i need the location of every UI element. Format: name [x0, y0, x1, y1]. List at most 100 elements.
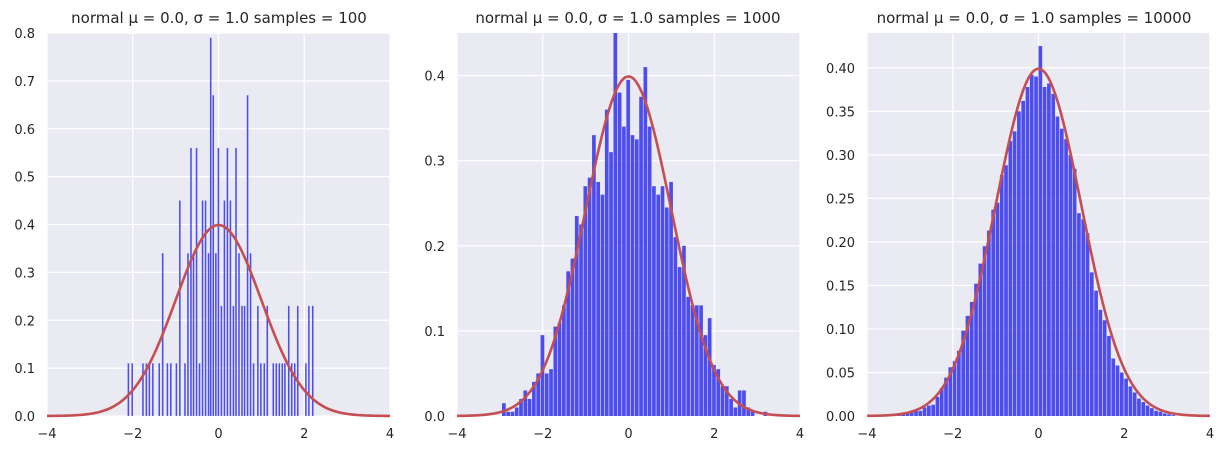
histogram-bar	[305, 363, 307, 416]
histogram-bar	[982, 246, 987, 416]
histogram-bar	[290, 363, 293, 416]
histogram-bar	[201, 200, 204, 416]
histogram-bar	[905, 412, 910, 416]
histogram-bar	[1029, 74, 1034, 417]
y-axis-ticks: 0.0 0.1 0.2 0.3 0.4 0.5 0.6 0.7 0.8	[14, 27, 35, 425]
histogram-bar	[506, 411, 510, 416]
histogram-bar	[523, 390, 528, 416]
histogram-bar	[148, 363, 151, 416]
histogram-bar	[1017, 111, 1021, 416]
histogram-bar	[187, 253, 189, 416]
histogram-bar	[1171, 415, 1176, 416]
histogram-bar	[583, 186, 588, 416]
y-tick-label: 0.00	[826, 410, 855, 425]
histogram-bar	[195, 147, 198, 416]
x-tick-label: −4	[37, 427, 56, 442]
histogram-bar	[281, 363, 284, 416]
histogram-bar	[961, 330, 966, 416]
histogram-bar	[293, 363, 296, 416]
histogram-bar	[175, 363, 178, 416]
histogram-bar	[574, 215, 579, 416]
histogram-bar	[622, 126, 626, 416]
histogram-bar	[1072, 168, 1077, 416]
histogram-bar	[957, 350, 961, 416]
histogram-bar	[1059, 128, 1064, 416]
histogram-bar	[235, 147, 237, 416]
histogram-bar	[729, 398, 733, 416]
x-tick-label: 0	[214, 427, 222, 442]
histogram-bar	[166, 363, 169, 416]
x-tick-label: 4	[1206, 427, 1214, 442]
histogram-bar	[1042, 86, 1047, 416]
x-tick-label: 4	[796, 427, 804, 442]
histogram-bar	[677, 267, 682, 416]
y-tick-label: 0.10	[826, 323, 855, 338]
histogram-bar	[1008, 140, 1013, 416]
histogram-bar	[540, 335, 545, 416]
histogram-bar	[252, 363, 255, 416]
histogram-bar	[553, 326, 558, 416]
x-tick-label: 2	[710, 427, 718, 442]
y-tick-label: 0.25	[826, 192, 855, 207]
histogram-bar	[746, 407, 751, 416]
histogram-bar	[127, 363, 130, 416]
x-tick-label: 4	[386, 427, 394, 442]
histogram-bar	[1145, 405, 1150, 416]
histogram-bar	[249, 253, 252, 416]
histogram-bar	[596, 181, 601, 416]
x-axis-ticks: −4 −2 0 2 4	[857, 427, 1214, 442]
histogram-bar	[263, 363, 266, 416]
y-tick-label: 0.5	[14, 171, 35, 186]
histogram-bar	[909, 411, 914, 416]
histogram-bar	[690, 305, 695, 416]
histogram-bar	[733, 407, 738, 416]
histogram-bars	[502, 33, 768, 417]
histogram-bar	[987, 230, 991, 416]
histogram-bar	[179, 200, 181, 416]
histogram-bar	[965, 315, 970, 416]
histogram-bar	[238, 253, 240, 416]
subplot-title: normal μ = 0.0, σ = 1.0 samples = 10000	[877, 9, 1192, 27]
histogram-bar	[647, 126, 652, 416]
histogram-bar	[742, 390, 746, 416]
histogram-bar	[1107, 335, 1111, 416]
histogram-bar	[952, 361, 957, 416]
y-tick-label: 0.30	[826, 149, 855, 164]
histogram-bar	[703, 335, 708, 416]
histogram-bar	[592, 135, 596, 416]
histogram-bar	[1068, 154, 1073, 416]
histogram-bar	[639, 96, 643, 416]
y-tick-label: 0.8	[14, 27, 35, 42]
y-tick-label: 0.05	[826, 366, 855, 381]
histogram-bars	[888, 46, 1176, 417]
histogram-bar	[1012, 131, 1017, 416]
y-tick-label: 0.20	[826, 236, 855, 251]
histogram-bar	[1085, 233, 1090, 416]
histogram-bar	[1098, 309, 1103, 416]
normal-pdf-curve	[866, 67, 1211, 418]
histogram-bar	[991, 209, 996, 416]
histogram-bar	[232, 305, 235, 416]
histogram-bar	[626, 79, 631, 417]
x-axis-ticks: −4 −2 0 2 4	[37, 427, 394, 442]
x-tick-label: 2	[300, 427, 308, 442]
histogram-bar	[673, 237, 678, 416]
histogram-bar	[223, 200, 226, 416]
normal-pdf-curve	[46, 223, 391, 418]
histogram-bar	[969, 301, 974, 416]
y-tick-label: 0.1	[14, 362, 35, 377]
histogram-bar	[532, 381, 536, 416]
histogram-bar	[1038, 46, 1043, 416]
histogram-bar	[544, 373, 549, 416]
histogram-bar	[634, 139, 639, 416]
histogram-bar	[922, 407, 927, 416]
histogram-bar	[566, 271, 571, 416]
histogram-bar	[1047, 83, 1051, 417]
histogram-bar	[207, 253, 210, 416]
histogram-bar	[948, 367, 953, 416]
histogram-bar	[212, 95, 215, 417]
histogram-bar	[1111, 358, 1116, 416]
histogram-bar	[220, 305, 223, 416]
y-tick-label: 0.2	[424, 240, 445, 255]
histogram-bar	[1158, 411, 1163, 416]
